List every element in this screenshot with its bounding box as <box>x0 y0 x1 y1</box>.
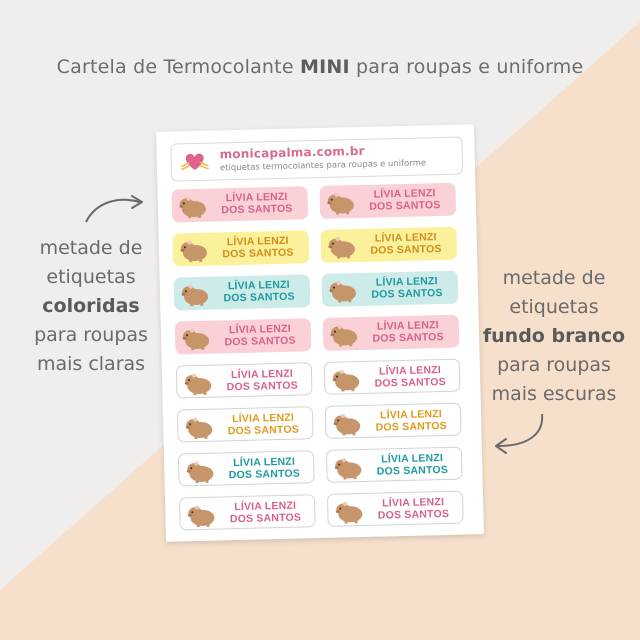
capybara-icon <box>329 321 360 348</box>
label-line2: DOS SANTOS <box>375 419 448 434</box>
name-label: LÍVIA LENZI DOS SANTOS <box>324 402 462 439</box>
capybara-icon <box>180 281 211 308</box>
left-note-line2: etiquetas <box>46 266 136 288</box>
capybara-icon <box>332 410 363 437</box>
headline-prefix: Cartela de Termocolante <box>56 56 300 78</box>
label-name: LÍVIA LENZI DOS SANTOS <box>210 190 305 217</box>
name-label: LÍVIA LENZI DOS SANTOS <box>326 490 464 527</box>
right-note-line5: mais escuras <box>491 383 617 405</box>
label-name: LÍVIA LENZI DOS SANTOS <box>366 496 461 522</box>
label-name: LÍVIA LENZI DOS SANTOS <box>365 452 460 478</box>
arrow-right-icon <box>495 413 544 454</box>
label-line2: DOS SANTOS <box>371 286 443 301</box>
left-note-line1: metade de <box>39 237 143 259</box>
capybara-icon <box>184 414 215 441</box>
label-line2: DOS SANTOS <box>222 246 294 261</box>
capybara-icon <box>186 502 217 529</box>
capybara-icon <box>181 325 212 352</box>
page-headline: Cartela de Termocolante MINI para roupas… <box>0 56 640 78</box>
capybara-icon <box>183 370 214 397</box>
label-line2: DOS SANTOS <box>370 243 442 257</box>
right-note-line1: metade de <box>502 267 606 289</box>
name-label: LÍVIA LENZI DOS SANTOS <box>174 318 312 355</box>
capybara-icon <box>334 498 365 525</box>
label-line2: DOS SANTOS <box>229 511 302 526</box>
capybara-icon <box>178 193 209 220</box>
label-name: LÍVIA LENZI DOS SANTOS <box>357 187 452 213</box>
label-name: LÍVIA LENZI DOS SANTOS <box>363 364 458 390</box>
left-note-line4: para roupas <box>34 324 148 346</box>
heart-logo-icon <box>181 153 209 171</box>
label-name: LÍVIA LENZI DOS SANTOS <box>364 408 459 434</box>
brand-site: monicapalma.com.br <box>219 143 365 162</box>
right-note-line4: para roupas <box>497 354 611 376</box>
label-name: LÍVIA LENZI DOS SANTOS <box>359 231 454 257</box>
label-sheet: monicapalma.com.br etiquetas termocolant… <box>156 124 484 542</box>
name-label: LÍVIA LENZI DOS SANTOS <box>322 314 460 351</box>
capybara-icon <box>328 277 359 304</box>
label-line2: DOS SANTOS <box>377 507 450 522</box>
headline-suffix: para roupas e uniforme <box>349 56 584 78</box>
brand-header: monicapalma.com.br etiquetas termocolant… <box>170 136 464 182</box>
name-label: LÍVIA LENZI DOS SANTOS <box>325 446 463 483</box>
arrow-left-icon <box>85 195 143 223</box>
label-name: LÍVIA LENZI DOS SANTOS <box>215 367 310 394</box>
label-line2: DOS SANTOS <box>226 379 299 394</box>
label-line2: DOS SANTOS <box>372 330 444 345</box>
name-label: LÍVIA LENZI DOS SANTOS <box>321 270 459 307</box>
label-name: LÍVIA LENZI DOS SANTOS <box>361 319 456 345</box>
label-name: LÍVIA LENZI DOS SANTOS <box>217 455 312 482</box>
name-label: LÍVIA LENZI DOS SANTOS <box>178 494 316 531</box>
left-note-line3: coloridas <box>42 295 140 317</box>
label-line2: DOS SANTOS <box>369 199 441 213</box>
name-label: LÍVIA LENZI DOS SANTOS <box>176 406 314 443</box>
label-name: LÍVIA LENZI DOS SANTOS <box>218 499 313 526</box>
headline-strong: MINI <box>299 56 350 78</box>
label-name: LÍVIA LENZI DOS SANTOS <box>213 322 308 349</box>
label-name: LÍVIA LENZI DOS SANTOS <box>212 278 307 305</box>
label-line2: DOS SANTOS <box>374 375 446 390</box>
label-line2: DOS SANTOS <box>224 334 296 349</box>
name-label: LÍVIA LENZI DOS SANTOS <box>177 450 315 487</box>
left-note: metade de etiquetas coloridas para roupa… <box>20 234 162 379</box>
capybara-icon <box>179 237 210 264</box>
capybara-icon <box>326 189 357 216</box>
right-note-line2: etiquetas <box>509 296 599 318</box>
name-label: LÍVIA LENZI DOS SANTOS <box>320 226 458 263</box>
right-note-line3: fundo branco <box>482 325 626 347</box>
label-name: LÍVIA LENZI DOS SANTOS <box>360 275 455 301</box>
capybara-icon <box>185 458 216 485</box>
name-label: LÍVIA LENZI DOS SANTOS <box>319 182 457 219</box>
capybara-icon <box>327 233 358 260</box>
label-line2: DOS SANTOS <box>376 463 449 478</box>
label-grid: LÍVIA LENZI DOS SANTOS LÍVIA LENZI DOS SANT… <box>156 124 474 531</box>
name-label: LÍVIA LENZI DOS SANTOS <box>323 358 461 395</box>
name-label: LÍVIA LENZI DOS SANTOS <box>173 274 311 311</box>
capybara-icon <box>333 454 364 481</box>
label-name: LÍVIA LENZI DOS SANTOS <box>211 234 306 261</box>
label-line2: DOS SANTOS <box>227 423 300 438</box>
name-label: LÍVIA LENZI DOS SANTOS <box>172 230 310 267</box>
label-name: LÍVIA LENZI DOS SANTOS <box>216 411 311 438</box>
label-line2: DOS SANTOS <box>228 467 301 482</box>
name-label: LÍVIA LENZI DOS SANTOS <box>175 362 313 399</box>
label-line2: DOS SANTOS <box>221 202 293 217</box>
right-note: metade de etiquetas fundo branco para ro… <box>474 264 634 409</box>
name-label: LÍVIA LENZI DOS SANTOS <box>171 186 309 223</box>
capybara-icon <box>331 366 362 393</box>
left-note-line5: mais claras <box>36 353 146 375</box>
label-line2: DOS SANTOS <box>223 290 295 305</box>
